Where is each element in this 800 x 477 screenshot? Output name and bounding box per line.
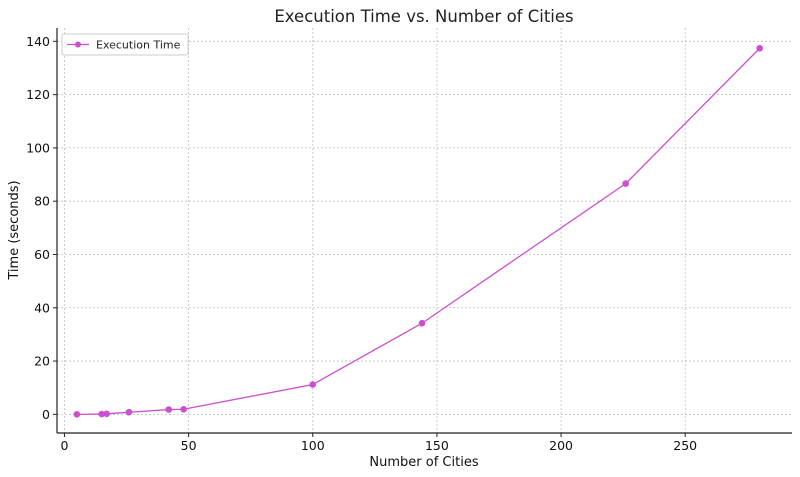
legend: Execution Time [61, 33, 189, 56]
y-tick-label: 100 [26, 140, 50, 155]
legend-box [61, 33, 189, 56]
x-tick-label: 150 [425, 438, 449, 453]
x-tick-label: 100 [301, 438, 325, 453]
y-tick-label: 140 [26, 34, 50, 49]
x-tick-label: 250 [673, 438, 697, 453]
x-tick-label: 0 [60, 438, 68, 453]
y-tick-label: 120 [26, 87, 50, 102]
data-point [73, 411, 81, 418]
axes-layer [56, 28, 792, 434]
data-point [622, 180, 629, 187]
data-point [309, 381, 317, 388]
series-line [76, 47, 761, 415]
data-point [180, 405, 187, 413]
y-tick-label: 60 [34, 247, 50, 262]
y-tick-label: 40 [34, 300, 50, 315]
y-tick-label: 0 [42, 407, 50, 422]
series-layer [73, 44, 764, 418]
data-point [125, 408, 133, 416]
x-axis-label: Number of Cities [369, 455, 478, 470]
data-point [418, 319, 426, 327]
data-point [756, 44, 764, 52]
data-point [165, 406, 173, 413]
y-tick-label: 80 [34, 194, 50, 209]
x-tick-label: 200 [549, 438, 573, 453]
y-axis-label: Time (seconds) [7, 180, 22, 280]
ticks-layer: 0 50 100 150 200 250 0 20 40 60 80 100 120 140 [26, 34, 697, 453]
legend-label: Execution Time [96, 39, 181, 52]
chart-title: Execution Time vs. Number of Cities [274, 7, 573, 26]
x-tick-label: 50 [181, 438, 197, 453]
grid-layer [57, 28, 792, 433]
data-point [103, 410, 110, 418]
y-tick-label: 20 [34, 354, 50, 369]
legend-marker-swatch [75, 41, 81, 48]
